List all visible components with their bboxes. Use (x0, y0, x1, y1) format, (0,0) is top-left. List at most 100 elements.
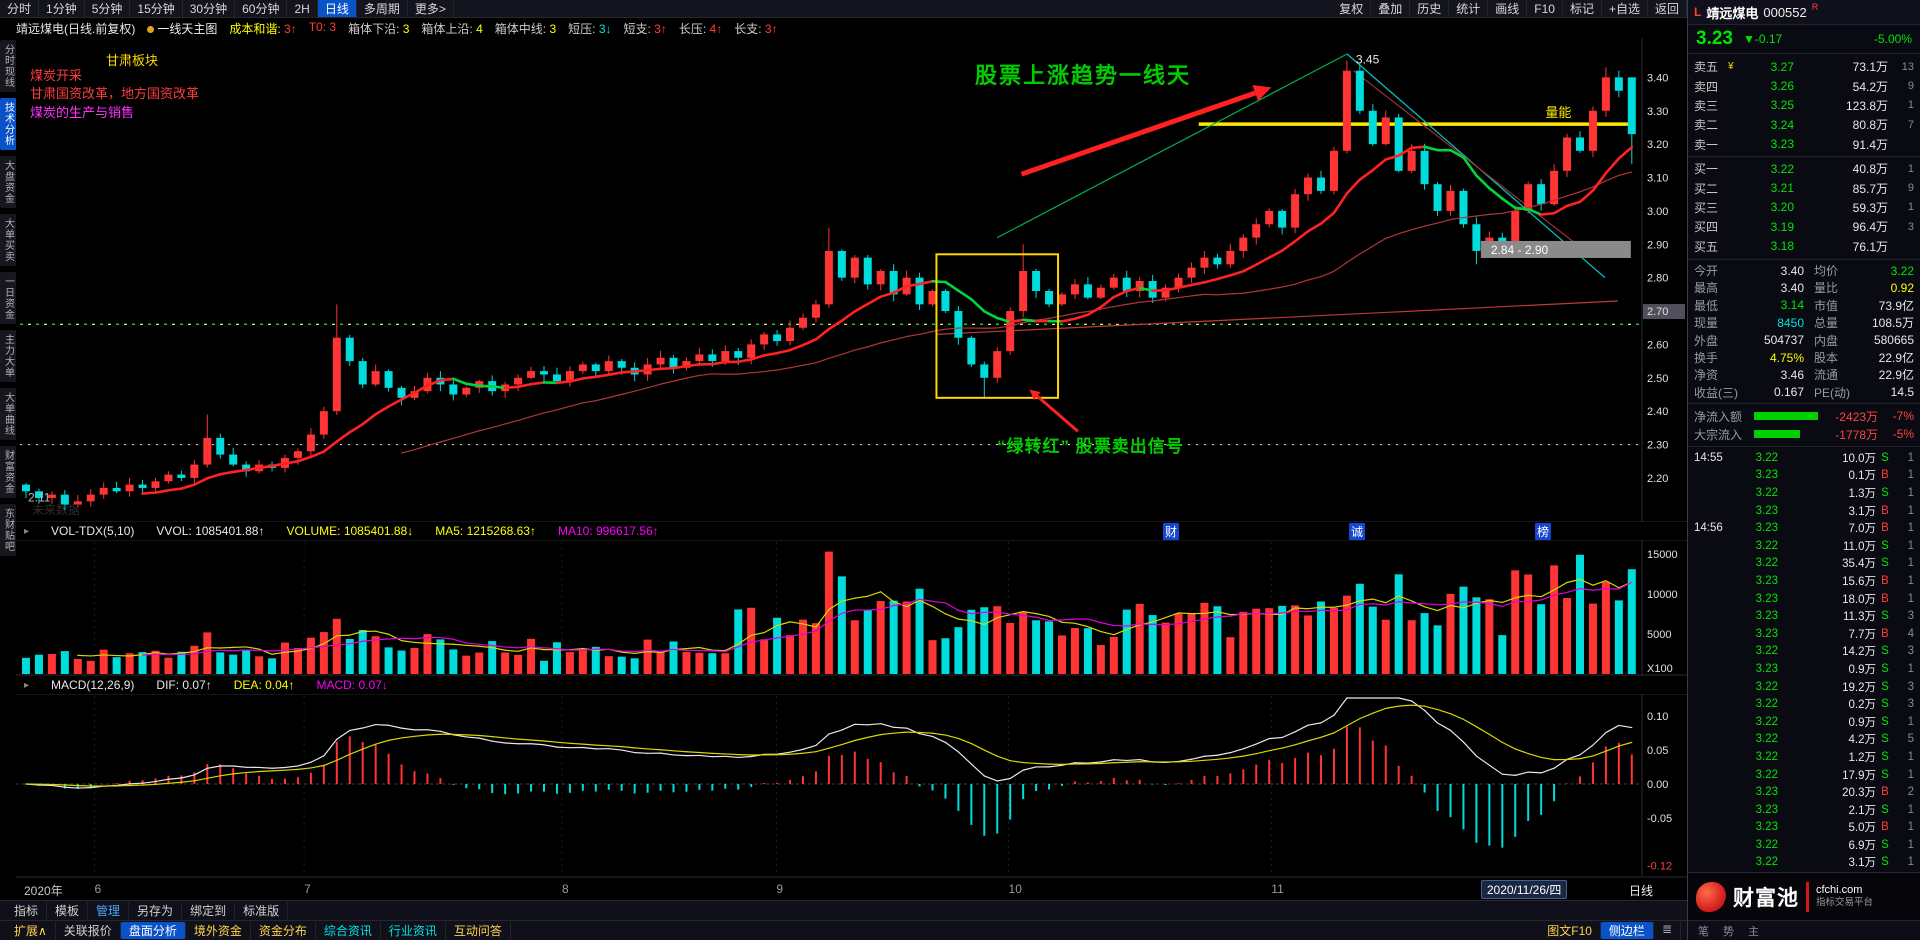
menu-item-分时[interactable]: 分时 (0, 0, 40, 17)
menu-item-5分钟[interactable]: 5分钟 (85, 0, 131, 17)
infobar-items: 成本和谐: 3↑ T0: 3 箱体下沿: 3 箱体上沿: 4 箱体中线: 3 短压: 3↓… (229, 20, 777, 37)
pane-collapse-icon[interactable]: ▸ (24, 679, 30, 691)
sidebar-tab-一日资金[interactable]: 一日资金 (0, 272, 17, 324)
date-axis-month-9: 9 (776, 882, 784, 896)
menu-item-多周期[interactable]: 多周期 (357, 0, 408, 17)
toolbar-item-绑定到[interactable]: 绑定到 (182, 902, 236, 919)
panel-bottom-tabs: 笔势主 (1688, 920, 1920, 940)
menu-item-日线[interactable]: 日线 (317, 0, 357, 17)
order-book-divider (1688, 155, 1920, 157)
order-book-row-买三[interactable]: 买三 3.20 59.3万 1 (1694, 200, 1914, 215)
tick-row: 3.22 1.2万 S 1 (1755, 750, 1914, 764)
date-axis-month-10: 10 (1008, 882, 1022, 896)
main-chart-svg[interactable]: 量能 3.40 3.30 3.20 3.10 3.00 2.90 2.80 2.70 2.60 2.… (16, 38, 1687, 878)
sidebar-tab-东财贴吧[interactable]: 东财贴吧 (0, 504, 17, 556)
period-label[interactable]: 日线 (1628, 884, 1653, 898)
menu-item-返回[interactable]: 返回 (1648, 0, 1687, 17)
tick-row: 3.22 6.9万 S 1 (1755, 838, 1914, 852)
watermark-char: 诚 (1349, 523, 1366, 540)
order-book-row-买四[interactable]: 买四 3.19 96.4万 3 (1694, 219, 1914, 235)
svg-text:3.20: 3.20 (1647, 139, 1668, 151)
order-book-row-卖三[interactable]: 卖三 3.25 123.8万 1 (1694, 98, 1914, 113)
order-book-row-卖二[interactable]: 卖二 3.24 80.8万 7 (1694, 117, 1914, 133)
toolbar-item-侧边栏[interactable]: 侧边栏 (1600, 922, 1654, 939)
menu-item-复权[interactable]: 复权 (1332, 0, 1372, 17)
order-book-row-买五[interactable]: 买五 3.18 76.1万 (1694, 239, 1888, 254)
menu-item-画线[interactable]: 画线 (1488, 0, 1528, 17)
panel-tab-势[interactable]: 势 (1723, 925, 1734, 938)
tick-row: 3.22 35.4万 S 1 (1755, 557, 1914, 571)
toolbar-item-资金分布[interactable]: 资金分布 (251, 922, 316, 939)
panel-tab-主[interactable]: 主 (1748, 925, 1759, 938)
menu-item-统计[interactable]: 统计 (1449, 0, 1489, 17)
indicator-item: 箱体下沿: 3 (348, 21, 410, 36)
menu-item-更多>[interactable]: 更多> (408, 0, 454, 17)
menu-item-30分钟[interactable]: 30分钟 (183, 0, 236, 17)
menu-item-叠加[interactable]: 叠加 (1371, 0, 1411, 17)
tick-row: 3.23 2.1万 S 1 (1755, 803, 1914, 817)
sidebar-tab-分时现线[interactable]: 分时现线 (0, 40, 17, 92)
volume-indicator-title[interactable]: VOL-TDX(5,10) (51, 524, 135, 538)
order-book-row-卖四[interactable]: 卖四 3.26 54.2万 9 (1694, 79, 1914, 94)
tick-list[interactable]: 14:55 3.22 10.0万 S 1 3.23 0.1万 B 1 3.22 1.3万 S 1 3.23… (1688, 447, 1920, 873)
sidebar-tab-技术分析[interactable]: 技术分析 (0, 98, 17, 150)
toolbar-item-扩展∧[interactable]: 扩展∧ (6, 922, 56, 939)
sidebar-tab-大盘资金[interactable]: 大盘资金 (0, 156, 17, 208)
menu-item-F10[interactable]: F10 (1527, 0, 1563, 17)
stat-row-今开: 今开 3.40 均价 3.22 (1694, 263, 1914, 279)
svg-text:0.10: 0.10 (1647, 711, 1668, 723)
svg-text:X100: X100 (1647, 663, 1673, 675)
panel-tab-笔[interactable]: 笔 (1698, 925, 1709, 938)
order-book-row-卖五[interactable]: 卖五 ¥3.27 73.1万 13 (1694, 59, 1914, 75)
toolbar-item-行业资讯[interactable]: 行业资讯 (381, 922, 446, 939)
toolbar-item-图文F10[interactable]: 图文F10 (1539, 922, 1601, 939)
tick-row: 3.22 3.1万 S 1 (1755, 856, 1914, 870)
toolbar-item-互动问答[interactable]: 互动问答 (446, 922, 511, 939)
panel-header: L 靖远煤电 000552 R (1688, 0, 1920, 25)
tick-row: 3.22 17.9万 S 1 (1755, 768, 1914, 782)
indicator-item: 长支: 3↑ (734, 21, 778, 36)
order-book-row-买二[interactable]: 买二 3.21 85.7万 9 (1694, 181, 1914, 196)
stat-row-换手: 换手 4.75% 股本 22.9亿 (1694, 350, 1914, 366)
svg-text:2.60: 2.60 (1647, 339, 1668, 351)
sidebar-tab-主力大单[interactable]: 主力大单 (0, 330, 17, 382)
toolbar-item-综合资讯[interactable]: 综合资讯 (316, 922, 381, 939)
toolbar-item-另存为[interactable]: 另存为 (129, 902, 183, 919)
sidebar-tab-财富资金[interactable]: 财富资金 (0, 446, 17, 498)
menu-item-标记[interactable]: 标记 (1563, 0, 1602, 17)
chart-title: 靖远煤电(日线.前复权) (16, 21, 136, 36)
sidebar-tab-大单买卖[interactable]: 大单买卖 (0, 214, 17, 266)
tick-row: 3.23 3.1万 B 1 (1755, 504, 1914, 518)
toolbar-item-标准版[interactable]: 标准版 (235, 902, 289, 919)
menu-item-2H[interactable]: 2H (287, 0, 318, 17)
menu-item-60分钟[interactable]: 60分钟 (235, 0, 288, 17)
svg-text:2.70: 2.70 (1647, 306, 1668, 318)
menu-item-历史[interactable]: 历史 (1410, 0, 1450, 17)
volume-value: VVOL: 1085401.88↑ (156, 524, 265, 538)
volume-pane-header: ▸ VOL-TDX(5,10) VVOL: 1085401.88↑ VOLUME:… (16, 522, 1687, 540)
toolbar-item-模板[interactable]: 模板 (47, 902, 89, 919)
sidebar-tab-大单曲线[interactable]: 大单曲线 (0, 388, 17, 440)
toolbar-item-盘面分析[interactable]: 盘面分析 (120, 922, 186, 939)
menu-item-+自选[interactable]: +自选 (1602, 0, 1648, 17)
flow-rows: 净流入额 -2423万 -7% 大宗流入 -1778万 -5% (1688, 404, 1920, 448)
order-book-row-买一[interactable]: 买一 3.22 40.8万 1 (1694, 161, 1914, 177)
toolbar-item-关联报价[interactable]: 关联报价 (56, 922, 121, 939)
macd-indicator-title[interactable]: MACD(12,26,9) (51, 678, 135, 692)
main-indicator-name[interactable]: 一线天主图 (147, 20, 217, 37)
order-book-row-卖一[interactable]: 卖一 3.23 91.4万 (1694, 137, 1888, 152)
date-axis: 2020年 2020/11/26/四 日线 6 7 8 9 10 11 (16, 878, 1687, 900)
toolbar-item-指标[interactable]: 指标 (6, 902, 48, 919)
tick-row: 3.22 11.0万 S 1 (1755, 539, 1914, 553)
stat-row-最高: 最高 3.40 量比 0.92 (1694, 280, 1914, 296)
toolbar-item-≣[interactable]: ≣ (1654, 922, 1681, 939)
pane-collapse-icon[interactable]: ▸ (24, 525, 30, 537)
toolbar-item-管理[interactable]: 管理 (88, 902, 130, 919)
last-price: 3.23 (1696, 28, 1733, 49)
menu-item-15分钟[interactable]: 15分钟 (130, 0, 183, 17)
brand-domain: cfchi.com (1816, 883, 1863, 896)
menu-item-1分钟[interactable]: 1分钟 (39, 0, 85, 17)
level-badge: L (1694, 5, 1702, 19)
tick-row: 3.22 14.2万 S 3 (1755, 645, 1914, 659)
toolbar-item-境外资金[interactable]: 境外资金 (186, 922, 251, 939)
